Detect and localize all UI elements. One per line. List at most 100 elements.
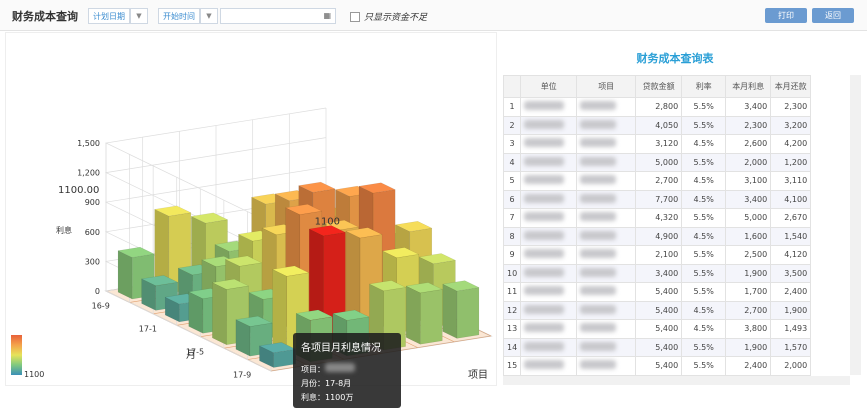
tooltip-project-label: 项目：: [301, 365, 325, 374]
cell: 9: [502, 245, 522, 265]
x-tick-label: 16-9: [92, 302, 110, 311]
date-input[interactable]: ▦: [220, 8, 336, 24]
bar: [405, 282, 443, 345]
blurred-cell: [520, 300, 578, 320]
table-row: 14 5,400 5.5% 1,900 1,570: [502, 337, 812, 357]
blurred: [524, 286, 565, 296]
blurred: [580, 101, 617, 111]
page-title: 财务成本查询: [12, 10, 78, 23]
blurred: [524, 323, 565, 333]
blurred-cell: [520, 208, 578, 228]
blurred-cell: [520, 282, 578, 302]
bar-face: [298, 181, 336, 193]
blurred-cell: [520, 337, 578, 357]
blurred-cell: [520, 97, 578, 117]
header-cell: [502, 75, 522, 98]
checkbox-label[interactable]: 只显示资金不足: [364, 13, 428, 23]
tooltip: 各项目月利息情况 项目： 月份：17-8月 利息：1100万: [293, 333, 401, 408]
table-row: 8 4,900 4.5% 1,600 1,540: [502, 226, 812, 246]
vertical-scrollbar[interactable]: [850, 75, 861, 375]
x-tick-label: 17-1: [139, 325, 157, 334]
cell: 1,570: [770, 337, 812, 357]
blurred-cell: [520, 245, 578, 265]
cell: 1,493: [770, 319, 812, 339]
blurred-cell: [520, 171, 578, 191]
header-cell: 项目: [576, 75, 637, 98]
blurred: [580, 286, 617, 296]
bar-face: [117, 250, 133, 300]
cell: 2,500: [725, 245, 772, 265]
cell: 15: [502, 356, 522, 376]
blurred-cell: [576, 134, 637, 154]
bar-face: [224, 255, 263, 267]
cell: 12: [502, 300, 522, 320]
blurred: [580, 175, 617, 185]
blurred: [580, 212, 617, 222]
bar-face: [332, 309, 370, 321]
cell: 5.5%: [681, 115, 727, 135]
cell: 2,100: [635, 245, 683, 265]
x-tick-label: 17-5: [186, 347, 204, 356]
header-cell: 贷款金额: [635, 75, 683, 98]
table-row: 12 5,400 4.5% 2,700 1,900: [502, 300, 812, 320]
x-axis-label: 月: [186, 349, 196, 361]
back-button[interactable]: 返回: [812, 8, 854, 23]
table-row: 6 7,700 4.5% 3,400 4,100: [502, 189, 812, 209]
table-row: 10 3,400 5.5% 1,900 3,500: [502, 263, 812, 283]
cell: 6: [502, 189, 522, 209]
blurred-cell: [520, 152, 578, 172]
blurred-cell: [520, 319, 578, 339]
cell: 4.5%: [681, 319, 727, 339]
header-cell: 利率: [681, 75, 727, 98]
bar3d-chart: 0 300 600 900 1,200 1,500 利息 1100.00 16-9 17-1 17-…: [11, 107, 493, 381]
blurred-cell: [520, 134, 578, 154]
cell: 5.5%: [681, 152, 727, 172]
plan-select[interactable]: 计划日期: [88, 8, 130, 24]
cell: 5,400: [635, 337, 683, 357]
visual-map-label: 1100: [24, 370, 44, 379]
checkbox[interactable]: [350, 12, 360, 22]
cell: 4,100: [770, 189, 812, 209]
bar-face: [117, 246, 155, 258]
cell: 2,800: [635, 97, 683, 117]
cell: 2,300: [725, 115, 772, 135]
cell: 3,800: [725, 319, 772, 339]
blurred-cell: [520, 356, 578, 376]
cell: 3,500: [770, 263, 812, 283]
select-arrow[interactable]: ▼: [130, 8, 148, 24]
cell: 4.5%: [681, 300, 727, 320]
print-button[interactable]: 打印: [765, 8, 807, 23]
cell: 4: [502, 152, 522, 172]
blurred: [580, 360, 617, 370]
bar-face: [381, 247, 420, 259]
bar-face: [420, 289, 443, 345]
blurred: [580, 119, 617, 129]
y-tick-label: 1,200: [77, 169, 100, 178]
bar-face: [235, 315, 273, 327]
table-row: 2 4,050 5.5% 2,300 3,200: [502, 115, 812, 135]
cell: 1,540: [770, 226, 812, 246]
header-cell: 本月利息: [725, 75, 772, 98]
blurred-cell: [576, 226, 637, 246]
blurred: [580, 304, 617, 314]
cell: 3,110: [770, 171, 812, 191]
bar-face: [405, 282, 443, 294]
y-tick-label: 300: [85, 257, 100, 266]
select-arrow[interactable]: ▼: [200, 8, 218, 24]
table-row: 5 2,700 4.5% 3,100 3,110: [502, 171, 812, 191]
cell: 3,400: [725, 189, 772, 209]
horizontal-scrollbar[interactable]: [503, 376, 850, 385]
axis-pointer-label: 1100.00: [58, 185, 99, 196]
y-tick-label: 0: [95, 287, 100, 296]
cell: 5: [502, 171, 522, 191]
highlight-label: 1100: [315, 217, 340, 228]
blurred-cell: [520, 115, 578, 135]
header-cell: 单位: [520, 75, 578, 98]
blurred: [524, 138, 565, 148]
blurred-cell: [576, 263, 637, 283]
bar-face: [418, 253, 457, 265]
tooltip-interest: 利息：1100万: [301, 393, 354, 402]
time-select[interactable]: 开始时间: [158, 8, 200, 24]
cell: 2,000: [725, 152, 772, 172]
bar-face: [395, 221, 433, 232]
